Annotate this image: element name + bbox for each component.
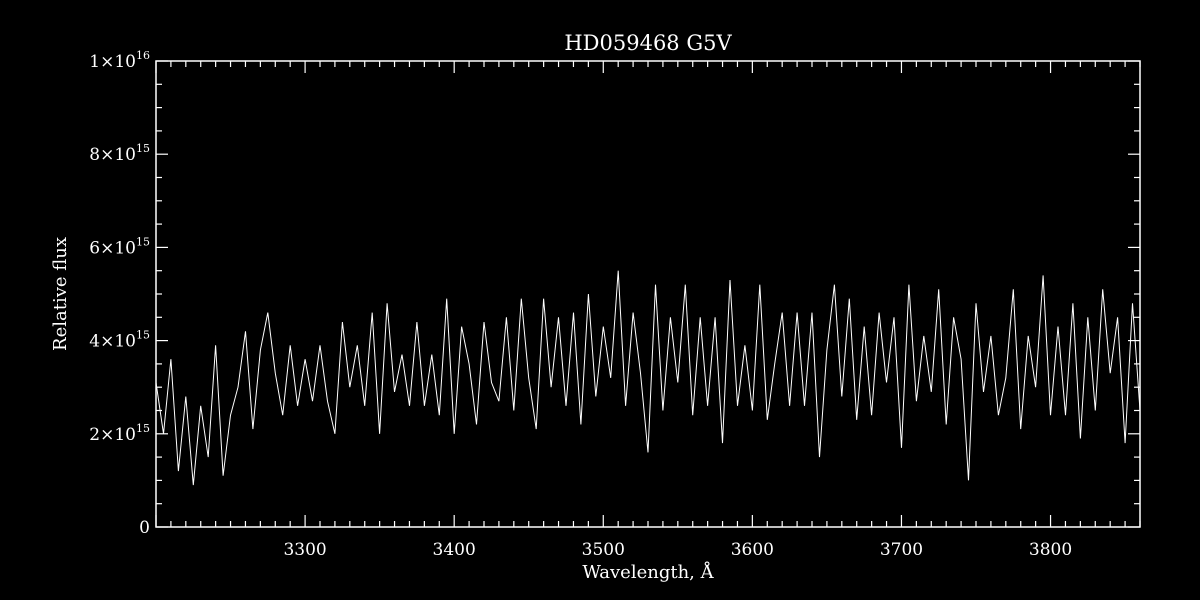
y-tick-mantissa: 1×10 [89,52,136,72]
y-tick-exponent: 15 [136,329,150,342]
y-tick-mantissa: 0 [139,518,150,538]
plot-area [155,60,1141,528]
y-tick-label: 2×1015 [89,422,150,445]
y-tick-exponent: 15 [136,142,150,155]
x-axis-ticks: 3300 3400 3500 3600 3700 3800 [155,61,1141,560]
spectrum-line [155,130,1141,486]
x-tick-label: 3800 [1029,540,1072,560]
y-tick-label: 4×1015 [89,329,150,352]
chart-title: HD059468 G5V [564,31,732,55]
x-tick-label: 3300 [283,540,326,560]
x-tick-label: 3600 [731,540,774,560]
y-tick-mantissa: 2×10 [89,425,136,445]
x-tick-label: 3500 [582,540,625,560]
y-tick-exponent: 15 [136,235,150,248]
x-tick-label: 3400 [433,540,476,560]
y-axis-label: Relative flux [50,237,71,351]
y-tick-label: 8×1015 [89,142,150,165]
y-tick-label: 0 [139,518,150,538]
y-tick-label: 1×1016 [89,49,150,72]
y-tick-exponent: 16 [136,49,150,62]
y-tick-label: 6×1015 [89,235,150,258]
y-tick-exponent: 15 [136,422,150,435]
plot-frame [155,60,1141,528]
y-tick-mantissa: 4×10 [89,332,136,352]
y-tick-mantissa: 6×10 [89,238,136,258]
x-tick-label: 3700 [880,540,923,560]
y-tick-mantissa: 8×10 [89,145,136,165]
x-axis-label: Wavelength, Å [582,561,714,583]
